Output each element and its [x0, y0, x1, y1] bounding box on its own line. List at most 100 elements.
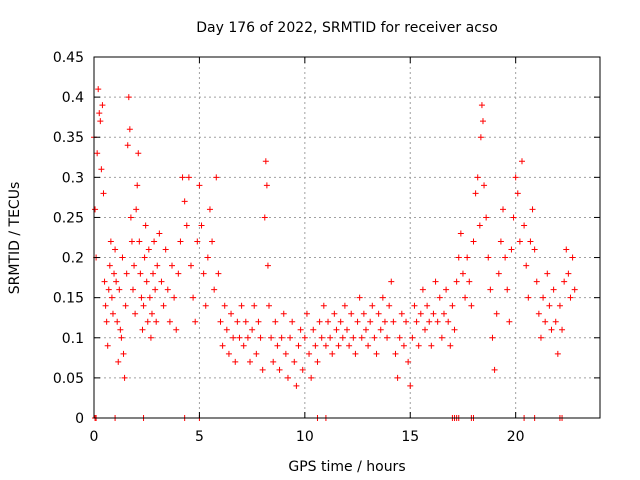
data-point — [314, 358, 321, 365]
plot-frame — [93, 56, 601, 419]
data-point — [230, 334, 237, 341]
data-point — [92, 206, 99, 213]
data-point — [466, 278, 473, 285]
data-point — [375, 310, 382, 317]
data-point — [428, 342, 435, 349]
data-point — [147, 334, 154, 341]
data-point — [144, 318, 151, 325]
data-point — [474, 174, 481, 181]
data-point — [516, 238, 523, 245]
data-point — [344, 326, 350, 333]
data-point — [247, 358, 254, 365]
y-tick-label: 0.3 — [62, 170, 84, 186]
data-point — [327, 334, 334, 341]
data-point — [320, 302, 327, 309]
data-point — [138, 294, 145, 301]
data-point — [97, 118, 104, 125]
data-point — [181, 198, 188, 205]
data-point — [455, 254, 462, 261]
data-point — [521, 222, 528, 229]
data-point — [312, 342, 319, 349]
data-point — [115, 358, 122, 365]
data-point — [548, 326, 555, 333]
data-point — [118, 334, 125, 341]
data-point — [453, 278, 460, 285]
data-point — [563, 246, 570, 253]
data-point — [483, 214, 490, 221]
data-point — [306, 350, 313, 357]
data-point — [424, 302, 431, 309]
data-point — [145, 246, 152, 253]
data-point — [487, 286, 494, 293]
data-point — [206, 206, 213, 213]
data-point — [527, 238, 534, 245]
data-point — [571, 286, 578, 293]
data-point — [438, 334, 445, 341]
data-point — [179, 174, 186, 181]
data-point — [358, 334, 365, 341]
data-point — [367, 318, 374, 325]
data-point — [187, 262, 194, 269]
data-point — [249, 326, 256, 333]
data-point — [128, 238, 135, 245]
data-point — [449, 302, 456, 309]
data-point — [567, 294, 574, 301]
data-point — [512, 174, 519, 181]
data-point — [99, 102, 106, 109]
data-point — [308, 374, 315, 381]
data-point — [213, 174, 220, 181]
y-tick-label: 0 — [75, 411, 84, 427]
data-point — [101, 278, 108, 285]
data-point — [146, 294, 153, 301]
data-point — [198, 222, 205, 229]
data-point — [143, 278, 150, 285]
data-point — [479, 118, 486, 125]
data-point — [232, 358, 239, 365]
data-point — [251, 302, 258, 309]
data-point — [369, 302, 376, 309]
data-point — [280, 310, 287, 317]
data-point — [209, 238, 216, 245]
data-point — [470, 238, 477, 245]
y-tick-label: 0.1 — [62, 331, 84, 347]
data-point — [160, 302, 167, 309]
data-point — [350, 334, 357, 341]
data-point — [293, 382, 300, 389]
ticks: 0 0.05 0.1 0.15 0.2 0.25 0.3 0.35 0.4 0.45 0 5 10 15 2… — [53, 50, 600, 445]
data-point — [335, 342, 342, 349]
data-point — [371, 334, 378, 341]
data-point — [274, 342, 281, 349]
data-point — [139, 326, 146, 333]
data-point — [569, 254, 576, 261]
data-point — [202, 302, 209, 309]
data-point — [282, 350, 289, 357]
data-point — [192, 318, 199, 325]
data-point — [407, 382, 414, 389]
data-point — [291, 358, 298, 365]
data-point — [514, 190, 521, 197]
data-point — [457, 230, 464, 237]
data-point — [478, 102, 485, 109]
data-point — [531, 246, 538, 253]
data-point — [352, 350, 359, 357]
data-point — [236, 334, 243, 341]
data-point — [504, 286, 511, 293]
data-point — [123, 270, 130, 277]
data-point — [464, 254, 471, 261]
data-point — [422, 326, 429, 333]
data-point — [432, 278, 439, 285]
data-point — [500, 206, 507, 213]
data-point — [200, 270, 207, 277]
data-point — [264, 262, 271, 269]
data-point — [287, 334, 294, 341]
data-point — [234, 318, 241, 325]
data-point — [103, 318, 110, 325]
data-point — [436, 294, 443, 301]
data-point — [114, 318, 121, 325]
data-point — [346, 342, 353, 349]
data-point — [537, 334, 544, 341]
data-point — [384, 334, 391, 341]
data-point — [493, 310, 500, 317]
data-point — [559, 326, 566, 333]
data-point — [225, 350, 232, 357]
